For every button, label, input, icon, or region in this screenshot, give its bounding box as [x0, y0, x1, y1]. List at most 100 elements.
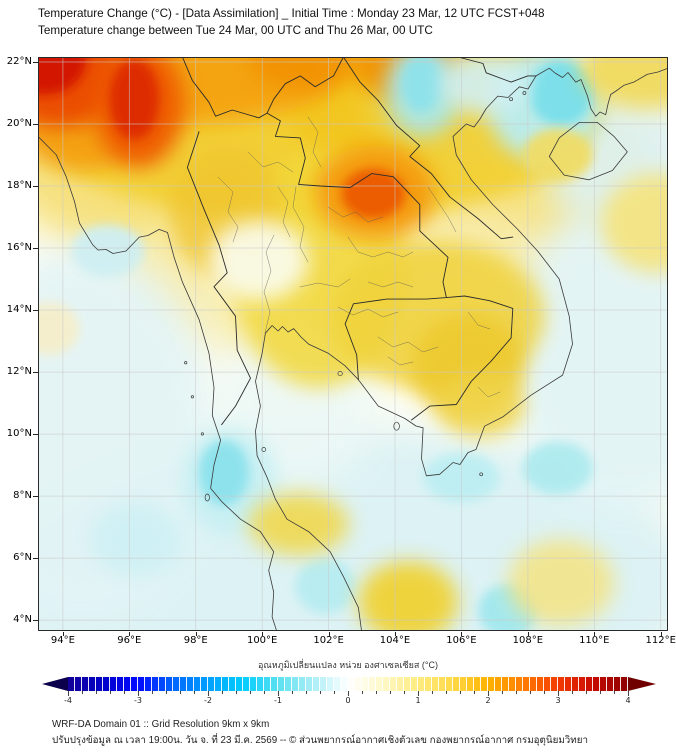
- x-tick-label: 106°E: [446, 635, 477, 646]
- colorbar-cell: [404, 677, 411, 691]
- colorbar-cell: [565, 677, 572, 691]
- colorbar-cell: [607, 677, 614, 691]
- field-hainan-yellow: [522, 128, 593, 182]
- colorbar-minor-tick: [390, 691, 391, 694]
- colorbar-minor-tick: [600, 691, 601, 694]
- colorbar-cell: [257, 677, 264, 691]
- colorbar-cells: [68, 677, 628, 691]
- colorbar-minor-tick: [474, 691, 475, 694]
- colorbar-cell: [82, 677, 89, 691]
- colorbar-minor-tick: [334, 691, 335, 694]
- y-tick-label: 10°N: [6, 428, 32, 440]
- colorbar-cell: [369, 677, 376, 691]
- colorbar-cell: [397, 677, 404, 691]
- colorbar-cell: [117, 677, 124, 691]
- field-hotspot-core: [341, 169, 405, 219]
- field-peninsula-cyan-core: [199, 440, 249, 506]
- colorbar-minor-tick: [446, 691, 447, 694]
- colorbar-tick-label: 3: [555, 696, 561, 705]
- colorbar-tick-label: -2: [204, 696, 212, 705]
- colorbar-major-tick: [278, 691, 279, 696]
- y-tick-label: 8°N: [13, 490, 32, 502]
- footer-domain-info: WRF-DA Domain 01 :: Grid Resolution 9km …: [52, 719, 270, 730]
- x-tick-label: 108°E: [512, 635, 544, 646]
- colorbar-cell: [621, 677, 628, 691]
- colorbar-cell: [215, 677, 222, 691]
- colorbar-minor-tick: [502, 691, 503, 694]
- colorbar-major-tick: [418, 691, 419, 696]
- colorbar-cell: [299, 677, 306, 691]
- field-right-top-yellow: [581, 57, 668, 109]
- x-tick-mark: [594, 632, 596, 636]
- colorbar-minor-tick: [530, 691, 531, 694]
- y-tick-label: 16°N: [6, 242, 32, 254]
- colorbar-label: อุณหภูมิเปลี่ยนแปลง หน่วย องศาเซลเซียส (…: [258, 660, 438, 670]
- colorbar-cell: [138, 677, 145, 691]
- colorbar-major-tick: [488, 691, 489, 696]
- colorbar-cell: [523, 677, 530, 691]
- footer-credit-thai: ปรับปรุงข้อมูล ณ เวลา 19:00น. วัน จ. ที่…: [52, 735, 589, 746]
- colorbar-cell: [586, 677, 593, 691]
- y-tick-mark: [33, 372, 38, 374]
- field-west-faint-warm: [38, 302, 80, 355]
- colorbar-minor-tick: [222, 691, 223, 694]
- colorbar-cell: [96, 677, 103, 691]
- y-tick-mark: [33, 620, 38, 622]
- map-canvas: [38, 57, 668, 631]
- colorbar-cell: [474, 677, 481, 691]
- colorbar-cell: [530, 677, 537, 691]
- colorbar-cell: [320, 677, 327, 691]
- y-tick-label: 20°N: [6, 117, 32, 129]
- colorbar-minor-tick: [614, 691, 615, 694]
- colorbar-major-tick: [208, 691, 209, 696]
- coastline-west: [38, 136, 278, 631]
- field-peninsula-yellow: [248, 493, 349, 555]
- field-bottom-right-yellow: [507, 539, 615, 627]
- colorbar-minor-tick: [376, 691, 377, 694]
- y-tick-label: 4°N: [13, 614, 32, 626]
- y-tick-label: 18°N: [6, 180, 32, 191]
- x-tick-mark: [660, 632, 662, 636]
- colorbar-cell: [509, 677, 516, 691]
- colorbar-cell: [355, 677, 362, 691]
- chart-title: Temperature Change (°C) - [Data Assimila…: [38, 7, 545, 20]
- colorbar-cell: [243, 677, 250, 691]
- colorbar-cell: [411, 677, 418, 691]
- field-sea-cyan-109-89: [522, 441, 593, 495]
- colorbar-cell: [159, 677, 166, 691]
- chart-subtitle: Temperature change between Tue 24 Mar, 0…: [38, 24, 433, 37]
- colorbar-cell: [208, 677, 215, 691]
- colorbar-cell: [145, 677, 152, 691]
- colorbar-minor-tick: [362, 691, 363, 694]
- colorbar-cell: [341, 677, 348, 691]
- x-tick-label: 100°E: [246, 635, 278, 646]
- colorbar-minor-tick: [516, 691, 517, 694]
- colorbar-cell: [334, 677, 341, 691]
- colorbar-cell: [187, 677, 194, 691]
- colorbar-cell: [222, 677, 229, 691]
- colorbar-cell: [614, 677, 621, 691]
- field-andaman-cyan-7: [89, 502, 183, 577]
- colorbar-cell: [236, 677, 243, 691]
- field-central-pale: [209, 220, 309, 301]
- x-tick-label: 112°E: [645, 635, 676, 646]
- x-tick-mark: [195, 632, 197, 636]
- colorbar-cell: [383, 677, 390, 691]
- x-tick-mark: [328, 632, 330, 636]
- colorbar-cell: [551, 677, 558, 691]
- colorbar-cell: [425, 677, 432, 691]
- x-tick-label: 104°E: [379, 635, 411, 646]
- colorbar-cell: [460, 677, 467, 691]
- colorbar-cell: [229, 677, 236, 691]
- colorbar-cell: [446, 677, 453, 691]
- field-nw-red-core: [38, 57, 87, 95]
- field-cyan-105-21-core: [401, 57, 442, 112]
- x-tick-label: 98°E: [183, 635, 208, 646]
- colorbar-minor-tick: [82, 691, 83, 694]
- colorbar-right-arrow: [628, 677, 656, 691]
- colorbar-minor-tick: [292, 691, 293, 694]
- field-sea-cyan-102-51: [295, 558, 356, 614]
- colorbar-minor-tick: [96, 691, 97, 694]
- colorbar-cell: [173, 677, 180, 691]
